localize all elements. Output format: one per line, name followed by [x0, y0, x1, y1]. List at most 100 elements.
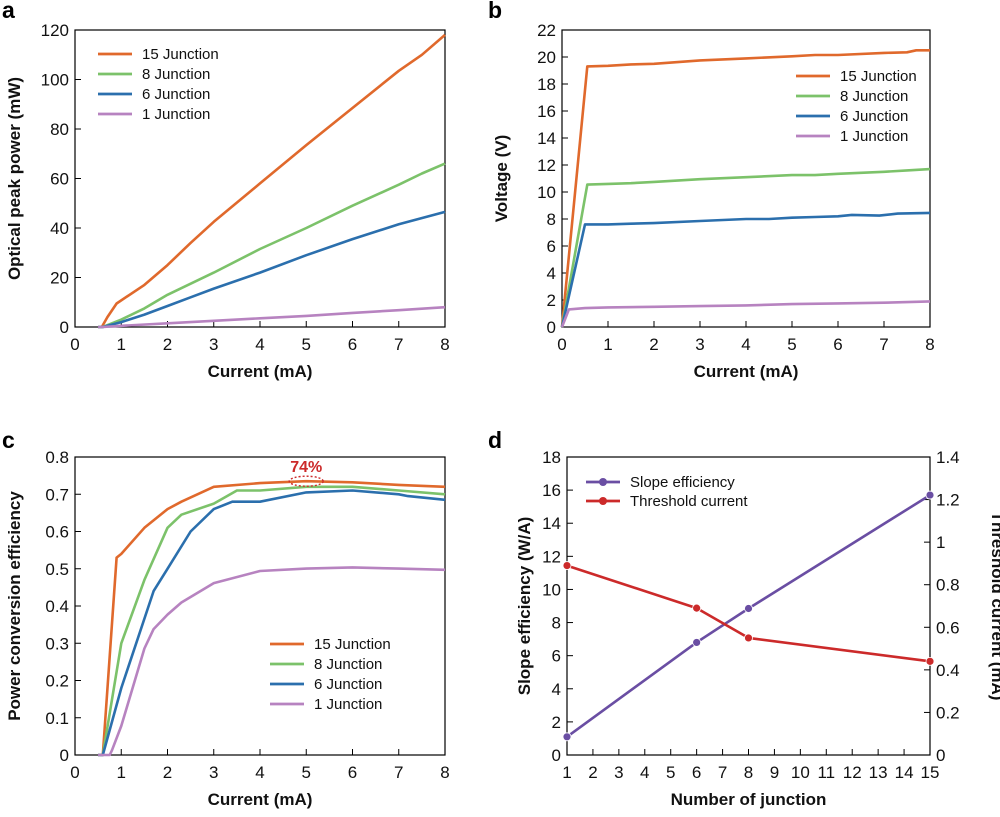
x-tick-label: 7	[879, 335, 888, 354]
y-axis-label: Slope efficiency (W/A)	[515, 517, 534, 696]
x-tick-label: 12	[843, 763, 862, 782]
x-tick-label: 3	[209, 335, 218, 354]
x-tick-label: 4	[255, 335, 264, 354]
x-axis-label: Current (mA)	[208, 362, 313, 381]
y-tick-label: 20	[537, 48, 556, 67]
x-tick-label: 0	[70, 335, 79, 354]
series-line	[98, 210, 446, 329]
chart-panel-c: 0 1 2 3 4 5 6 7 8 0 0.1 0.2 0.3 0.4 0.5 0.6 0.7 0.8 Curren…	[5, 448, 450, 809]
y-tick-label: 18	[537, 75, 556, 94]
x-tick-label: 6	[833, 335, 842, 354]
y-tick-label: 14	[542, 514, 561, 533]
y-tick-label: 0.8	[45, 448, 69, 467]
y-right-tick-label: 1.2	[936, 491, 960, 510]
series-line	[560, 167, 931, 328]
y-tick-label: 100	[41, 71, 69, 90]
x-tick-label: 2	[649, 335, 658, 354]
x-tick-label: 1	[603, 335, 612, 354]
y-tick-label: 6	[552, 647, 561, 666]
x-tick-label: 6	[348, 335, 357, 354]
y-tick-label: 22	[537, 21, 556, 40]
series-line	[560, 48, 930, 328]
y-tick-label: 2	[547, 291, 556, 310]
x-tick-label: 8	[744, 763, 753, 782]
x-tick-label: 2	[163, 763, 172, 782]
y-right-tick-label: 0.6	[936, 618, 960, 637]
x-tick-label: 7	[394, 763, 403, 782]
y-tick-label: 40	[50, 219, 69, 238]
chart-panel-d: 1 2 3 4 5 6 7 8 9 10 11 12 13 14 1502468101214161800.2…	[515, 448, 1000, 809]
x-tick-label: 10	[791, 763, 810, 782]
series-line	[566, 493, 931, 738]
legend-label: 6 Junction	[840, 108, 908, 125]
data-point	[925, 490, 935, 500]
panel-letter-d: d	[488, 427, 502, 453]
y-tick-label: 0.6	[45, 523, 69, 542]
x-tick-label: 7	[394, 335, 403, 354]
series-line	[560, 300, 931, 328]
panel-letter-b: b	[488, 0, 502, 23]
annotation-label: 74%	[290, 459, 322, 476]
x-tick-label: 5	[302, 335, 311, 354]
legend-label: 15 Junction	[314, 636, 391, 653]
series-line	[566, 564, 931, 663]
y-axis-label: Voltage (V)	[492, 135, 511, 223]
x-tick-label: 9	[770, 763, 779, 782]
data-point	[562, 561, 572, 570]
x-tick-label: 1	[117, 763, 126, 782]
data-point	[744, 604, 753, 613]
y-tick-label: 2	[552, 713, 561, 732]
x-tick-label: 8	[440, 335, 449, 354]
y-tick-label: 0.4	[45, 597, 69, 616]
x-tick-label: 3	[209, 763, 218, 782]
x-tick-label: 15	[921, 763, 940, 782]
x-tick-label: 0	[557, 335, 566, 354]
y-axis-label: Optical peak power (mW)	[5, 77, 24, 280]
panel-letter-a: a	[2, 0, 15, 23]
y-tick-label: 10	[542, 580, 561, 599]
legend-label: 1 Junction	[840, 128, 908, 145]
x-tick-label: 4	[255, 763, 264, 782]
legend-label: 6 Junction	[314, 676, 382, 693]
y-axis-label: Power conversion efficiency	[5, 491, 24, 721]
x-tick-label: 3	[695, 335, 704, 354]
y-tick-label: 120	[41, 21, 69, 40]
panel-letter-c: c	[2, 427, 15, 453]
legend-marker	[599, 478, 607, 486]
y-tick-label: 0	[552, 746, 561, 765]
y-tick-label: 0.1	[45, 709, 69, 728]
y-tick-label: 12	[537, 156, 556, 175]
legend-label: 1 Junction	[314, 696, 382, 713]
y-tick-label: 4	[547, 264, 556, 283]
x-tick-label: 1	[117, 335, 126, 354]
legend-label: 8 Junction	[142, 66, 210, 83]
series-line	[98, 566, 446, 757]
y-tick-label: 10	[537, 183, 556, 202]
x-axis-label: Current (mA)	[208, 790, 313, 809]
y-tick-label: 0	[547, 318, 556, 337]
y-right-tick-label: 0.8	[936, 576, 960, 595]
series-line	[98, 489, 446, 757]
legend-label: 15 Junction	[840, 68, 917, 85]
x-tick-label: 6	[692, 763, 701, 782]
x-tick-label: 11	[817, 763, 835, 782]
y-tick-label: 0	[60, 746, 69, 765]
y-right-tick-label: 1	[936, 533, 945, 552]
series-line	[98, 485, 446, 757]
x-axis-label: Current (mA)	[694, 362, 799, 381]
x-tick-label: 14	[895, 763, 914, 782]
x-tick-label: 6	[348, 763, 357, 782]
x-tick-label: 2	[163, 335, 172, 354]
y-right-tick-label: 0	[936, 746, 945, 765]
series-line	[560, 211, 931, 328]
y-tick-label: 0.7	[45, 485, 69, 504]
series-line	[98, 479, 446, 757]
y-right-tick-label: 1.4	[936, 448, 960, 467]
y-tick-label: 6	[547, 237, 556, 256]
series-line	[98, 305, 446, 329]
data-point	[692, 638, 702, 647]
y-axis-right-label: Threshold current (mA)	[988, 512, 1000, 701]
data-point	[744, 633, 753, 643]
